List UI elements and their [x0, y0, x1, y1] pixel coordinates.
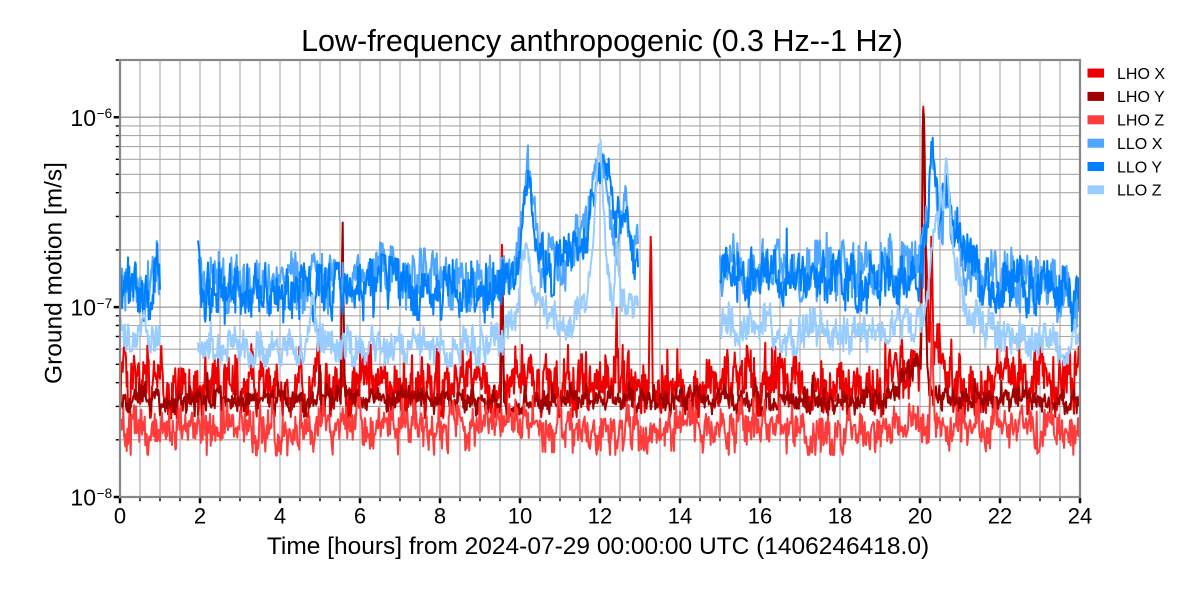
- svg-text:10: 10: [508, 504, 532, 529]
- svg-text:−6: −6: [97, 106, 112, 121]
- svg-text:Low-frequency anthropogenic (0: Low-frequency anthropogenic (0.3 Hz--1 H…: [301, 24, 903, 58]
- svg-text:24: 24: [1068, 504, 1092, 529]
- svg-text:18: 18: [828, 504, 852, 529]
- svg-text:−8: −8: [97, 486, 112, 501]
- svg-text:12: 12: [588, 504, 612, 529]
- svg-text:LLO Y: LLO Y: [1117, 159, 1162, 176]
- svg-text:16: 16: [748, 504, 772, 529]
- svg-text:20: 20: [908, 504, 932, 529]
- svg-text:10: 10: [70, 105, 96, 131]
- svg-text:8: 8: [434, 504, 446, 529]
- svg-text:14: 14: [668, 504, 692, 529]
- svg-text:LHO X: LHO X: [1117, 66, 1165, 83]
- svg-text:−7: −7: [97, 296, 112, 311]
- svg-text:LHO Y: LHO Y: [1117, 89, 1165, 106]
- svg-text:0: 0: [114, 504, 126, 529]
- svg-text:4: 4: [274, 504, 286, 529]
- svg-text:Time [hours] from 2024-07-29 0: Time [hours] from 2024-07-29 00:00:00 UT…: [267, 533, 929, 560]
- svg-text:Ground motion [m/s]: Ground motion [m/s]: [41, 162, 68, 384]
- svg-text:6: 6: [354, 504, 366, 529]
- svg-text:LLO X: LLO X: [1117, 136, 1163, 153]
- svg-text:LHO Z: LHO Z: [1117, 113, 1164, 130]
- svg-text:10: 10: [70, 295, 96, 321]
- svg-text:2: 2: [194, 504, 206, 529]
- svg-text:22: 22: [988, 504, 1012, 529]
- svg-text:10: 10: [70, 485, 96, 511]
- svg-text:LLO Z: LLO Z: [1117, 183, 1162, 200]
